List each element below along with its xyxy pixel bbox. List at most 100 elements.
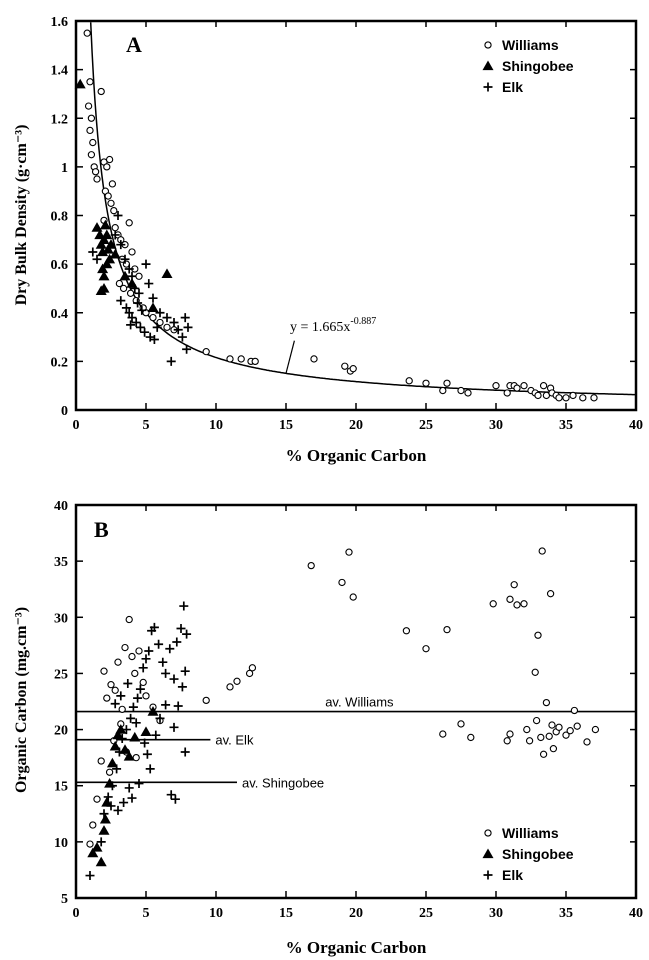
data-point <box>310 355 318 363</box>
data-point <box>131 317 141 327</box>
data-point <box>110 230 120 240</box>
legend-marker <box>484 41 492 49</box>
fit-label-base: y = 1.665x <box>290 320 350 335</box>
data-point <box>147 706 159 716</box>
y-tick-label: 30 <box>54 611 68 626</box>
reference-line-label: av. Williams <box>325 695 394 710</box>
data-point <box>140 327 150 337</box>
data-point <box>162 313 172 323</box>
data-point <box>119 270 131 281</box>
data-point <box>489 600 497 608</box>
data-point <box>173 701 183 711</box>
data-point <box>566 727 574 735</box>
y-tick-label: 25 <box>54 667 68 682</box>
data-point <box>549 745 558 753</box>
data-point <box>142 749 152 759</box>
y-tick-label: 1.2 <box>51 112 69 127</box>
data-point <box>125 615 133 624</box>
data-point <box>538 547 546 555</box>
data-point <box>121 643 129 652</box>
data-point <box>110 699 120 709</box>
data-point <box>173 325 183 335</box>
data-point <box>226 355 234 363</box>
series-elk <box>85 601 192 881</box>
data-point <box>152 322 162 332</box>
data-point <box>115 724 127 734</box>
legend-label: Elk <box>502 867 523 883</box>
data-point <box>144 646 154 656</box>
y-tick-label: 1 <box>61 161 68 176</box>
data-point <box>120 254 130 264</box>
data-point <box>349 593 357 601</box>
data-point <box>534 391 542 400</box>
data-point <box>307 561 315 570</box>
data-point <box>101 258 113 269</box>
data-point <box>464 389 472 397</box>
data-point <box>457 386 465 395</box>
y-tick-label: 35 <box>54 555 68 570</box>
data-point <box>539 750 548 758</box>
data-point <box>546 590 555 598</box>
data-point <box>492 382 500 390</box>
data-point <box>182 344 192 354</box>
data-point <box>555 394 563 402</box>
data-point <box>513 601 521 609</box>
data-point <box>548 721 556 729</box>
data-point <box>555 723 563 731</box>
data-point <box>110 206 118 215</box>
data-point <box>155 713 165 723</box>
data-point <box>135 684 145 694</box>
data-point <box>149 334 159 344</box>
data-point <box>95 856 107 867</box>
data-point <box>121 725 131 735</box>
data-point <box>108 180 117 188</box>
data-point <box>166 356 176 366</box>
legend-label: Elk <box>502 79 523 95</box>
data-point <box>591 725 600 734</box>
data-point <box>135 647 143 655</box>
data-point <box>140 726 152 736</box>
data-point <box>147 302 159 313</box>
data-point <box>439 730 447 738</box>
data-point <box>102 244 114 254</box>
data-point <box>98 234 110 244</box>
data-point <box>86 126 94 135</box>
data-point <box>124 308 134 318</box>
data-point <box>132 753 140 762</box>
series-shingobee <box>74 78 173 313</box>
panel-b-label: B <box>94 517 109 542</box>
x-tick-label: 30 <box>489 906 503 921</box>
fit-label-exponent: -0.887 <box>350 316 376 327</box>
data-point <box>180 747 190 757</box>
panel-a-fit-label: y = 1.665x-0.887 <box>290 316 376 335</box>
legend-label: Williams <box>502 825 559 841</box>
data-point <box>506 595 514 603</box>
data-point <box>96 837 106 847</box>
data-point <box>161 700 171 710</box>
panel-b-ylabel: Organic Carbon (mg.cm⁻³) <box>13 607 30 793</box>
data-point <box>127 313 137 323</box>
data-point <box>145 764 155 774</box>
data-point <box>537 733 545 742</box>
data-point <box>113 805 123 815</box>
data-point <box>118 705 126 714</box>
y-tick-label: 40 <box>54 499 68 514</box>
data-point <box>180 666 190 676</box>
panel-b-legend: Williams Shingobee Elk <box>482 825 574 883</box>
y-tick-label: 0 <box>61 404 68 419</box>
data-point <box>513 384 521 392</box>
data-point <box>131 718 141 728</box>
data-point <box>139 678 147 687</box>
data-point <box>114 658 122 666</box>
x-tick-label: 5 <box>143 906 150 921</box>
data-point <box>116 240 126 250</box>
data-point <box>237 355 245 363</box>
data-point <box>161 668 171 678</box>
data-point <box>137 305 147 315</box>
data-point <box>131 669 139 678</box>
x-tick-label: 10 <box>209 906 223 921</box>
data-point <box>457 720 465 728</box>
data-point <box>583 738 591 746</box>
legend-marker <box>482 60 494 71</box>
data-point <box>129 731 141 742</box>
